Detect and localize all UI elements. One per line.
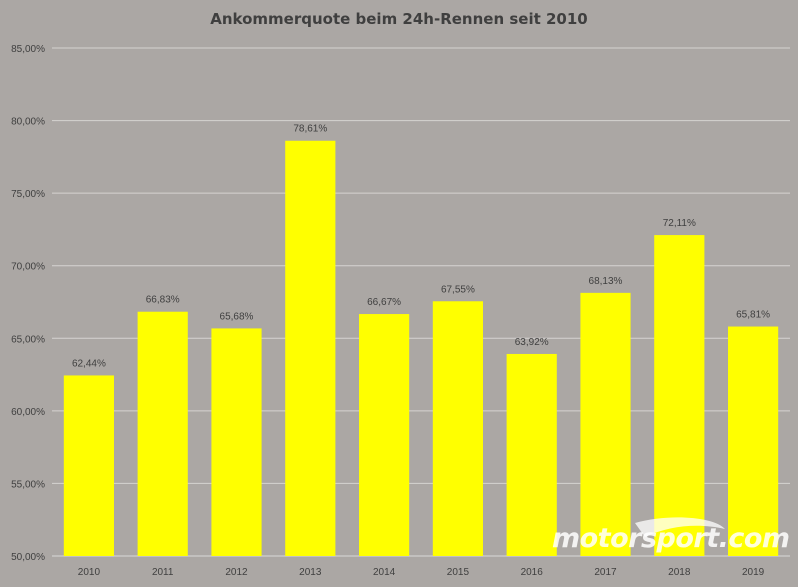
swoosh-icon	[635, 517, 725, 537]
data-label: 62,44%	[72, 358, 106, 369]
x-tick-label: 2014	[373, 567, 396, 578]
bar	[359, 314, 410, 556]
y-tick-label: 85,00%	[11, 44, 45, 55]
data-label: 65,68%	[220, 311, 254, 322]
x-tick-label: 2015	[447, 567, 470, 578]
bar	[137, 311, 188, 556]
x-tick-label: 2019	[742, 567, 765, 578]
bar	[285, 140, 336, 557]
y-tick-label: 60,00%	[11, 407, 45, 418]
data-label: 78,61%	[293, 124, 327, 135]
bar	[506, 353, 557, 556]
data-label: 66,83%	[146, 295, 180, 306]
y-tick-label: 65,00%	[11, 334, 45, 345]
y-tick-label: 70,00%	[11, 262, 45, 273]
watermark-logo: motorsport.com	[540, 515, 790, 575]
y-tick-label: 50,00%	[11, 552, 45, 563]
bar	[211, 328, 262, 556]
y-tick-label: 80,00%	[11, 117, 45, 128]
x-tick-label: 2016	[521, 567, 544, 578]
bar	[63, 375, 114, 556]
bar	[728, 326, 779, 556]
y-tick-label: 55,00%	[11, 479, 45, 490]
data-label: 66,67%	[367, 297, 401, 308]
x-tick-label: 2010	[78, 567, 101, 578]
data-label: 65,81%	[736, 310, 770, 321]
bar	[654, 235, 705, 556]
data-label: 72,11%	[663, 218, 696, 229]
data-label: 67,55%	[441, 284, 475, 295]
chart-title: Ankommerquote beim 24h-Rennen seit 2010	[210, 10, 588, 28]
y-tick-label: 75,00%	[11, 189, 45, 200]
watermark-text: motorsport.com	[552, 523, 790, 554]
data-label: 68,13%	[589, 276, 623, 287]
bar	[432, 301, 483, 556]
x-tick-label: 2018	[668, 567, 691, 578]
x-tick-label: 2012	[225, 567, 248, 578]
x-tick-label: 2013	[299, 567, 322, 578]
x-tick-label: 2011	[152, 567, 174, 578]
x-tick-label: 2017	[594, 567, 617, 578]
bar	[580, 292, 631, 556]
data-label: 63,92%	[515, 337, 549, 348]
